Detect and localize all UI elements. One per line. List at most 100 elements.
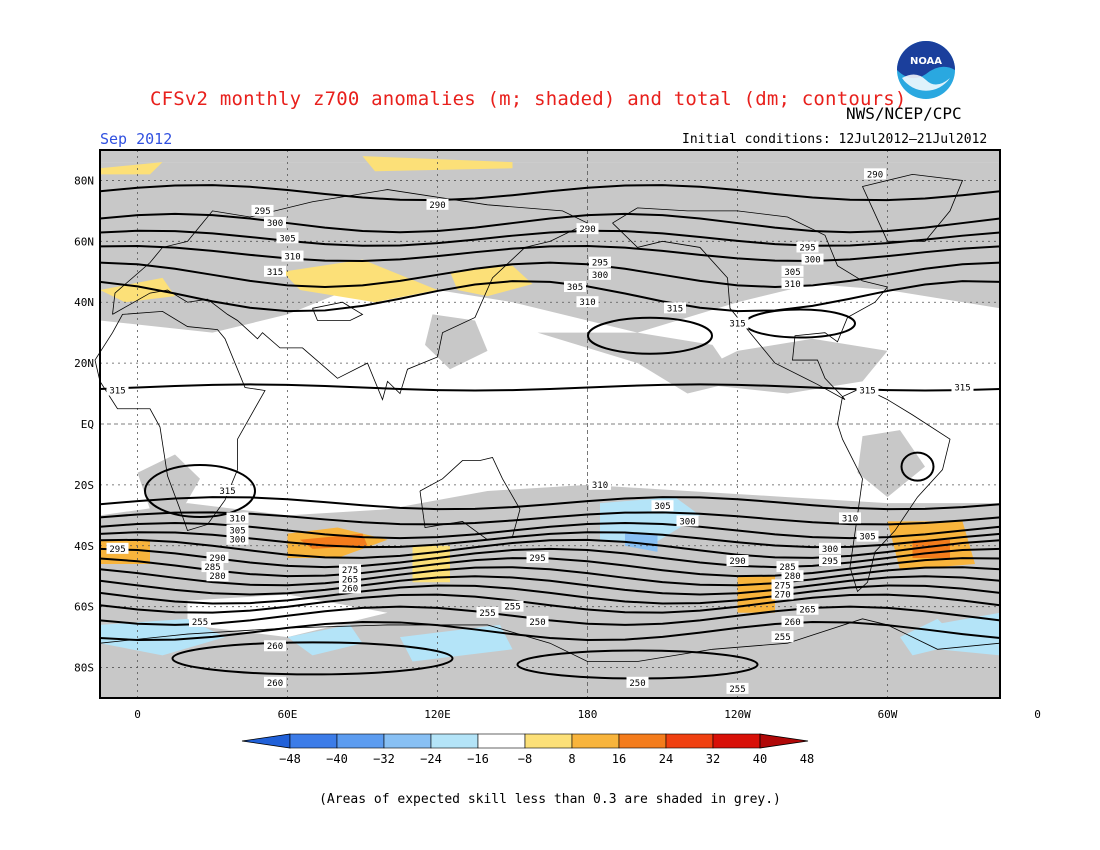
contour-label-bg [226,512,249,524]
contour-label-bg [726,317,749,329]
contour-label-bg [526,551,549,563]
contour-label: 305 [229,527,245,537]
coast-eurasia [112,189,589,401]
contour-label-bg [226,524,249,536]
coast-australia [419,457,521,541]
contour-270-s [99,584,1001,605]
skill-note: (Areas of expected skill less than 0.3 a… [319,792,781,807]
contour-label: 250 [629,679,645,689]
contour-label: 300 [592,271,608,281]
contour-300-n [99,229,1001,247]
colorbar-tick-label: 48 [800,752,814,766]
contour-255-s [99,621,1001,642]
contour-label-bg [206,570,229,582]
contour-label-bg [796,603,819,615]
contour-315-pacific-high [587,316,713,355]
contour-label: 315 [954,383,970,393]
coast-tibet [312,301,364,321]
anomaly-neg-3 [287,624,363,656]
colorbar-tick-label: 40 [753,752,767,766]
contour-label-bg [781,277,804,289]
contour-label-bg [576,223,599,235]
contour-label-bg [771,588,794,600]
contour-label: 310 [579,298,595,308]
colorbar-swatch [618,733,667,749]
contour-label: 260 [267,642,283,652]
colorbar-tick-label: 16 [612,752,626,766]
contour-315-africa-high [144,463,256,518]
contour-label-bg [106,542,129,554]
contour-280-s [99,566,1001,587]
lat-tick-label: 40S [74,540,94,553]
noaa-logo-text: NOAA [910,56,942,67]
anomaly-neg-6 [900,618,963,656]
contour-290-s [99,547,1001,569]
contour-label: 315 [667,304,683,314]
contour-label: 300 [804,256,820,266]
skill-grey-arctic [100,150,1000,163]
contour-label: 270 [774,590,790,600]
contour-315-tropic-n [99,383,1001,392]
contour-label: 305 [859,533,875,543]
contour-label-bg [201,561,224,573]
contour-label: 300 [229,536,245,546]
colorbar-tick-label: −32 [373,752,395,766]
contour-label-bg [781,570,804,582]
contour-label: 300 [822,545,838,555]
contour-305-n [99,245,1001,263]
map-border [99,149,1001,699]
anomaly-pos-europe [100,277,175,303]
colorbar-tick-label: −24 [420,752,442,766]
contour-label: 295 [592,259,608,269]
contour-label: 315 [109,387,125,397]
contour-label: 280 [209,572,225,582]
contour-label-bg [819,542,841,554]
contour-275-s [99,575,1001,596]
colorbar-tick-label: −48 [279,752,301,766]
longitude-labels: 0 60E 120E 180 120W 60W 0 [134,708,1041,721]
contour-label: 295 [529,554,545,564]
contour-label: 315 [267,268,283,278]
colorbar-swatch [383,733,432,749]
lon-tick-label: 0 [134,708,141,721]
contour-label-bg [801,253,824,265]
contour-label-bg [564,281,586,292]
contour-label: 315 [219,487,235,497]
anomaly-neg-4 [400,624,513,662]
contour-label: 255 [504,603,520,613]
colorbar-arrow-high [759,733,809,749]
contour-label-bg [796,241,819,253]
contour-label-bg [726,682,749,694]
contour-label-bg [281,250,304,262]
agency-label: NWS/NCEP/CPC [846,104,962,123]
anomaly-neg-2 [100,618,225,656]
contour-labels: 2953003052903103152902953003053103152902… [106,168,974,695]
noaa-logo: NOAA [897,41,955,99]
contour-label: 280 [784,572,800,582]
contour-label-bg [276,232,299,244]
contour-label-bg [526,615,549,627]
contour-label: 295 [799,243,815,253]
contour-label-bg [264,217,286,229]
contour-label: 305 [567,283,583,293]
contour-label-bg [576,296,599,308]
contour-label: 310 [784,280,800,290]
contour-label: 290 [209,554,225,564]
contour-label-bg [589,478,611,490]
contour-label-bg [776,561,799,573]
contour-310-s [99,511,1001,526]
anomaly-pos-arctic-2 [100,162,163,175]
contour-label: 310 [592,481,608,491]
colorbar-swatch [665,733,714,749]
contour-label-bg [626,676,649,688]
contour-label: 275 [774,581,790,591]
coast-greenland [861,173,964,242]
contour-label: 260 [784,618,800,628]
contour-label: 250 [529,618,545,628]
contour-310-n [99,261,1001,289]
contour-label-bg [771,631,794,643]
colorbar-swatch [571,733,620,749]
contour-label-bg [339,582,361,594]
contour-label: 295 [822,557,838,567]
lon-tick-label: 60E [278,708,298,721]
